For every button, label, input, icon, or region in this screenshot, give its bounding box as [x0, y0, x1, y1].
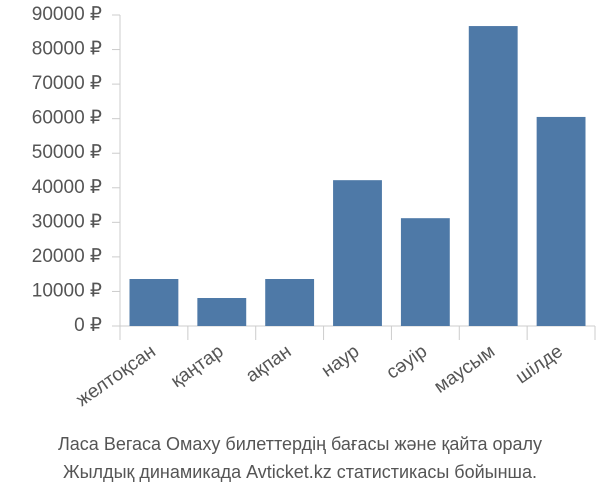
caption: Ласа Вегаса Омаху билеттердің бағасы жән…: [58, 434, 542, 454]
x-tick-label: қаңтар: [167, 341, 227, 392]
x-tick-label: сәуір: [383, 341, 431, 384]
y-tick-label: 90000 ₽: [32, 4, 102, 25]
bar: [265, 279, 315, 326]
bar: [333, 180, 382, 326]
y-tick-label: 20000 ₽: [32, 246, 102, 267]
bar: [197, 298, 247, 326]
x-tick-label: ақпан: [242, 341, 295, 387]
x-tick-label: маусым: [430, 341, 499, 398]
x-tick-label: наур: [318, 341, 363, 382]
y-tick-label: 10000 ₽: [32, 280, 102, 301]
y-tick-label: 80000 ₽: [32, 39, 102, 60]
bar: [400, 218, 450, 326]
y-tick-label: 40000 ₽: [32, 177, 102, 198]
y-tick-label: 30000 ₽: [32, 211, 102, 232]
bar: [129, 279, 179, 326]
bar: [468, 26, 518, 327]
y-tick-label: 60000 ₽: [32, 108, 102, 129]
y-tick-label: 70000 ₽: [32, 73, 102, 94]
caption: Жылдық динамикада Avticket.kz статистика…: [63, 462, 537, 482]
x-tick-label: шілде: [512, 341, 567, 388]
bar: [536, 116, 586, 326]
y-tick-label: 50000 ₽: [32, 142, 102, 163]
x-tick-label: желтоқсан: [73, 341, 160, 411]
y-tick-label: 0 ₽: [74, 315, 102, 336]
